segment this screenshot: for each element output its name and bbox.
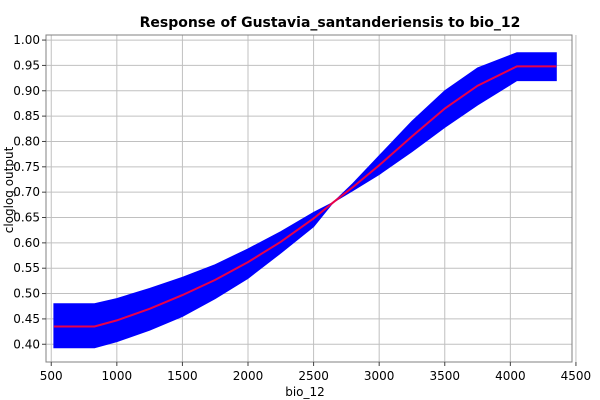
x-tick-label: 1000 <box>102 369 133 383</box>
y-tick-label: 0.75 <box>13 160 40 174</box>
y-tick-label: 0.85 <box>13 109 40 123</box>
y-tick-label: 0.55 <box>13 261 40 275</box>
y-tick-label: 0.40 <box>13 337 40 351</box>
x-tick-label: 1500 <box>167 369 198 383</box>
y-tick-label: 0.70 <box>13 185 40 199</box>
y-tick-label: 0.90 <box>13 84 40 98</box>
y-tick-label: 0.50 <box>13 287 40 301</box>
y-tick-label: 0.80 <box>13 134 40 148</box>
x-tick-label: 2000 <box>233 369 264 383</box>
x-tick-label: 3500 <box>429 369 460 383</box>
plot-area: 500 1000 1500 2000 2500 3000 3500 4000 4500 0.40 0… <box>13 33 591 383</box>
y-tick-label: 0.45 <box>13 312 40 326</box>
y-axis-label: cloglog output <box>2 146 16 233</box>
x-tick-label: 4500 <box>561 369 592 383</box>
y-tick-label: 1.00 <box>13 33 40 47</box>
x-tick-label: 4000 <box>495 369 526 383</box>
x-axis-label: bio_12 <box>285 385 325 399</box>
y-tick-label: 0.65 <box>13 211 40 225</box>
chart-title: Response of Gustavia_santanderiensis to … <box>140 15 521 31</box>
x-tick-label: 3000 <box>364 369 395 383</box>
mean-response-line <box>53 65 557 328</box>
plot-border <box>45 34 573 363</box>
confidence-band <box>53 52 557 349</box>
x-tick-label: 2500 <box>298 369 329 383</box>
y-tick-label: 0.60 <box>13 236 40 250</box>
y-tick-label: 0.95 <box>13 58 40 72</box>
x-tick-label: 500 <box>40 369 63 383</box>
